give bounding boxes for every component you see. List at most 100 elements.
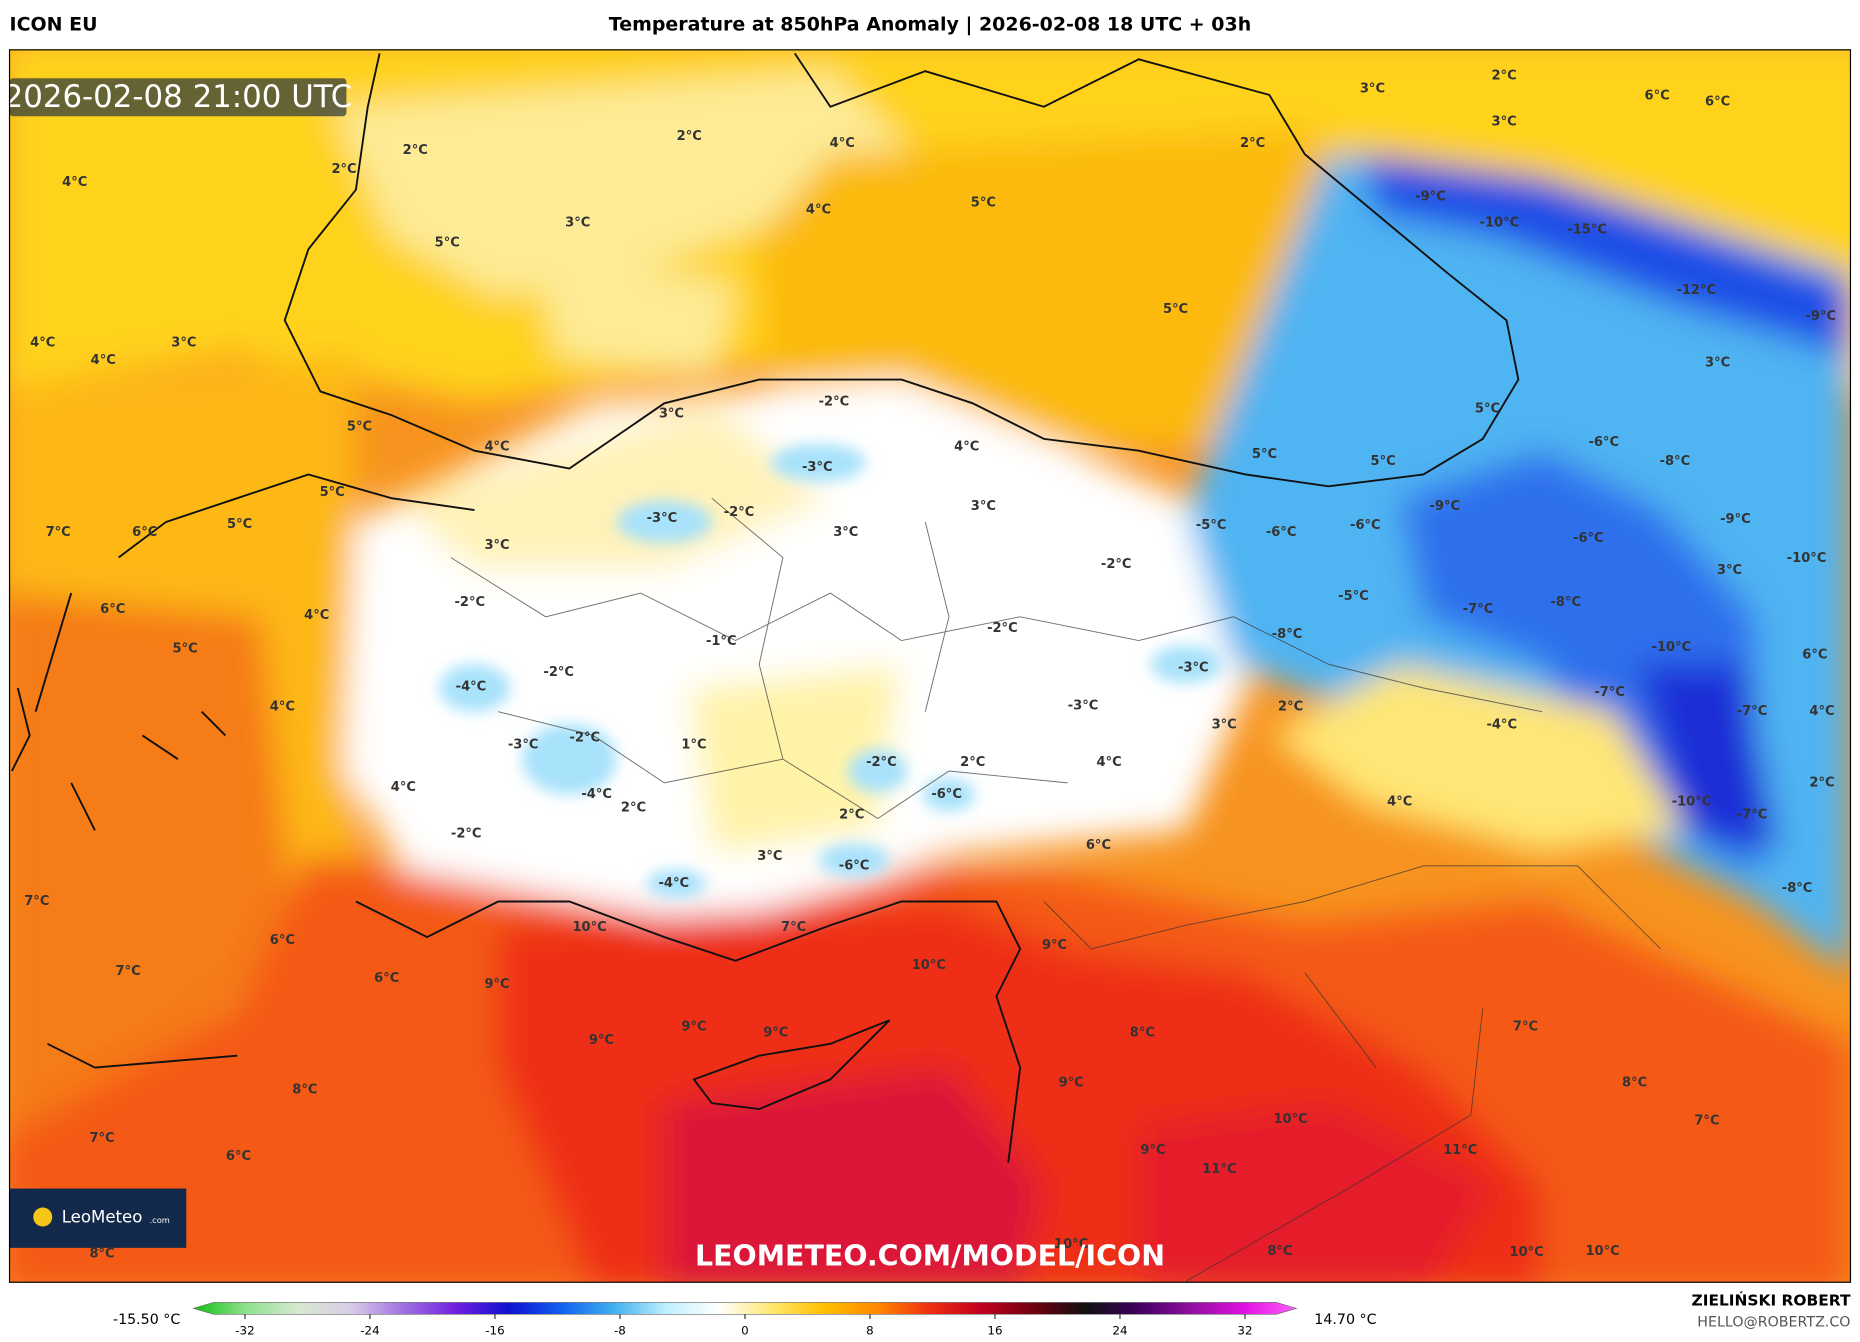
temp-label: -10°C	[1652, 640, 1692, 655]
temp-label: 9°C	[484, 977, 509, 992]
temp-label: 9°C	[1140, 1143, 1165, 1158]
temp-label: 5°C	[173, 641, 198, 656]
temp-label: 6°C	[270, 933, 295, 948]
temp-label: -3°C	[1068, 698, 1099, 713]
temp-label: 7°C	[46, 525, 71, 540]
temp-label: 7°C	[781, 920, 806, 935]
temp-label: 7°C	[24, 894, 49, 909]
temp-label: 3°C	[1360, 81, 1385, 96]
temp-label: -8°C	[1551, 595, 1582, 610]
author: ZIELIŃSKI ROBERT	[1692, 1291, 1851, 1310]
temp-label: 4°C	[30, 335, 55, 350]
temp-label: 3°C	[833, 525, 858, 540]
temp-label: -4°C	[1486, 717, 1517, 732]
temp-label: 3°C	[1492, 115, 1517, 130]
temp-label: -7°C	[1737, 704, 1768, 719]
map: 2°C 2°C 2°C 2°C 2°C 4°C 4°C 4°C 4°C 4°C 4°C 4°C 4°C 4…	[9, 49, 1851, 1283]
temp-label: 3°C	[171, 335, 196, 350]
temp-label: 4°C	[304, 608, 329, 623]
colorbar-max: 14.70 °C	[1314, 1312, 1376, 1328]
temp-label: -4°C	[581, 787, 612, 802]
temp-label: 4°C	[830, 136, 855, 151]
temp-label: 8°C	[1267, 1244, 1292, 1259]
email: HELLO@ROBERTZ.CO	[1697, 1315, 1850, 1331]
map-labels: 2°C 2°C 2°C 2°C 2°C 4°C 4°C 4°C 4°C 4°C 4°C 4°C 4°C 4…	[24, 68, 1836, 1261]
temp-label: 2°C	[1492, 68, 1517, 83]
temp-label: -7°C	[1737, 807, 1768, 822]
temp-label: -3°C	[508, 737, 539, 752]
temp-label: 4°C	[62, 175, 87, 190]
model-name: ICON EU	[10, 13, 98, 35]
temp-label: -6°C	[1573, 531, 1604, 546]
temp-label: 2°C	[960, 755, 985, 770]
temp-label: 6°C	[132, 525, 157, 540]
temp-label: -6°C	[1266, 525, 1297, 540]
temp-label: 2°C	[1809, 775, 1834, 790]
temp-label: 5°C	[347, 420, 372, 435]
temp-label: 6°C	[100, 602, 125, 617]
temp-label: -10°C	[1480, 216, 1520, 231]
temp-label: 4°C	[1097, 755, 1122, 770]
temp-label: -8°C	[1660, 454, 1691, 469]
temp-label: 5°C	[435, 236, 460, 251]
temp-label: 8°C	[89, 1246, 114, 1261]
temp-label: 5°C	[1371, 454, 1396, 469]
colorbar-tick-label: -8	[614, 1323, 626, 1337]
temp-label: -2°C	[724, 505, 755, 520]
temp-label: 5°C	[1475, 402, 1500, 417]
temp-label: -4°C	[456, 679, 487, 694]
watermark: LEOMETEO.COM/MODEL/ICON	[695, 1239, 1165, 1272]
temp-label: 11°C	[1443, 1143, 1477, 1158]
temp-label: 3°C	[1717, 563, 1742, 578]
temp-label: -3°C	[1178, 660, 1209, 675]
temp-label: 2°C	[1240, 136, 1265, 151]
logo-suffix: .com	[150, 1215, 170, 1225]
temp-label: 6°C	[1086, 838, 1111, 853]
temp-label: 9°C	[681, 1020, 706, 1035]
temp-label: 10°C	[1510, 1245, 1544, 1260]
temp-label: 7°C	[89, 1131, 114, 1146]
temp-label: -9°C	[1430, 499, 1461, 514]
colorbar-min: -15.50 °C	[113, 1312, 180, 1328]
temp-label: 10°C	[572, 920, 606, 935]
temp-label: -8°C	[1272, 627, 1303, 642]
temp-label: -2°C	[451, 826, 482, 841]
temp-label: -2°C	[543, 665, 574, 680]
temp-label: 4°C	[391, 780, 416, 795]
temp-label: 5°C	[1163, 302, 1188, 317]
temp-label: 2°C	[621, 800, 646, 815]
logo-sun	[33, 1207, 53, 1227]
temp-label: 5°C	[971, 195, 996, 210]
temp-label: 4°C	[484, 440, 509, 455]
temp-label: 9°C	[763, 1026, 788, 1041]
temp-label: -9°C	[1806, 309, 1837, 324]
temp-label: -6°C	[839, 858, 870, 873]
temp-label: -10°C	[1787, 551, 1827, 566]
temp-label: 6°C	[1645, 89, 1670, 104]
temp-label: 2°C	[677, 129, 702, 144]
temp-label: 7°C	[116, 964, 141, 979]
title: Temperature at 850hPa Anomaly | 2026-02-…	[609, 13, 1251, 35]
fields	[9, 49, 1851, 1283]
temp-label: 3°C	[1705, 355, 1730, 370]
temp-label: 2°C	[403, 143, 428, 158]
temp-label: 4°C	[954, 440, 979, 455]
temp-label: -2°C	[454, 595, 485, 610]
temp-label: -8°C	[1782, 881, 1813, 896]
temp-label: -2°C	[987, 621, 1018, 636]
temp-label: 3°C	[1212, 717, 1237, 732]
temp-label: 8°C	[292, 1083, 317, 1098]
temp-label: 3°C	[659, 406, 684, 421]
colorbar-tick-label: -32	[235, 1323, 254, 1337]
temp-label: -10°C	[1672, 794, 1712, 809]
temp-label: -6°C	[1588, 435, 1619, 450]
colorbar-tick-label: 32	[1237, 1323, 1252, 1337]
temp-label: 9°C	[1059, 1075, 1084, 1090]
cold-spots	[438, 443, 1222, 898]
colorbar-tick-label: 8	[866, 1323, 874, 1337]
temp-label: -5°C	[1196, 518, 1227, 533]
temp-label: 6°C	[226, 1149, 251, 1164]
temp-label: 6°C	[1802, 647, 1827, 662]
